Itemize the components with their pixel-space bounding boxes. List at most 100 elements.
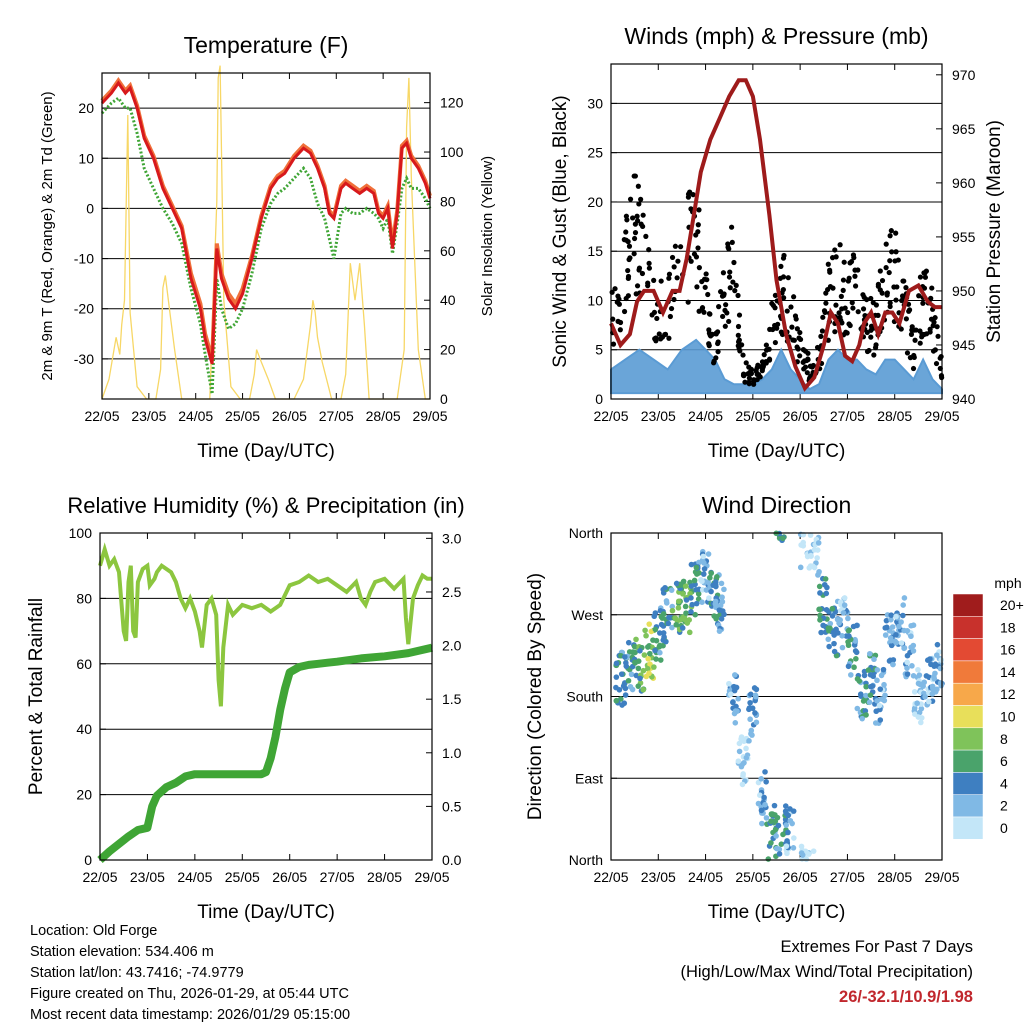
gust-point [840,277,847,283]
gust-point [780,274,787,280]
direction-point [900,602,906,608]
direction-point [867,672,874,678]
direction-point [613,697,620,704]
gust-point [638,196,644,202]
y2-tick-label: 955 [952,229,976,245]
gust-point [836,310,842,316]
direction-point [911,705,918,712]
colorbar-label: 8 [1000,731,1008,747]
direction-point [753,719,760,726]
gust-point [646,265,653,271]
direction-point [643,632,649,639]
direction-point [872,720,879,726]
gust-point [696,265,702,271]
gust-point [713,355,719,361]
direction-point [908,633,914,640]
gust-point [843,329,849,335]
gust-point [845,309,851,316]
direction-point [747,716,753,723]
direction-point [904,659,910,666]
direction-point [757,792,763,798]
gust-point [868,334,874,340]
gust-point [917,328,923,334]
direction-point [680,578,687,585]
y2-tick-label: 950 [952,283,976,299]
direction-point [938,657,945,663]
direction-point [773,845,780,852]
direction-point [759,820,765,827]
direction-point [622,692,629,698]
colorbar-units: mph [994,575,1021,591]
gust-point [635,183,641,189]
gust-point [729,239,735,246]
series-sonic-wind [610,338,943,395]
gust-point [616,301,622,307]
direction-point [752,693,759,700]
direction-point [865,667,872,673]
colorbar-swatch [952,727,984,751]
direction-point [673,580,680,587]
x-tick-label: 23/05 [641,408,676,424]
direction-point [695,591,702,597]
x-tick-label: 26/05 [783,408,818,424]
direction-point [871,656,877,663]
direction-point [780,831,786,838]
colorbar-swatch [952,705,984,729]
direction-point [790,845,797,851]
direction-point [688,561,695,568]
gust-point [727,269,733,275]
y-axis-label: Direction (Colored By Speed) [525,573,546,820]
gust-point [726,318,732,325]
direction-point [631,643,638,650]
chart-title: Relative Humidity (%) & Precipitation (i… [67,493,464,518]
figure-created: Figure created on Thu, 2026-01-29, at 05… [30,986,349,1002]
colorbar-swatch [952,660,984,684]
gust-point [877,268,883,274]
gust-point [928,295,934,301]
direction-point [692,611,699,618]
y2-tick-label: 0.5 [442,798,462,814]
series-wind-direction [613,530,945,863]
direction-point [814,547,821,553]
colorbar-swatch [952,794,984,818]
direction-point [845,642,852,649]
direction-point [768,818,774,825]
direction-point [921,679,928,686]
direction-point [868,683,874,690]
gust-point [643,233,649,239]
direction-point [746,706,752,713]
direction-point [660,637,667,643]
direction-point [783,843,790,849]
y2-tick-label: 940 [952,391,976,407]
gust-point [797,336,804,343]
direction-point [696,570,702,576]
gust-point [716,304,722,310]
x-tick-label: 23/05 [130,869,165,885]
x-tick-label: 22/05 [84,408,119,424]
x-tick-label: 24/05 [177,869,212,885]
direction-point [718,615,725,622]
gust-point [887,233,893,239]
direction-point [783,822,790,828]
gust-point [704,277,710,283]
gust-point [656,331,662,337]
direction-point [867,692,874,698]
y-tick-label: 0 [86,200,94,216]
y2-tick-label: 1.5 [442,691,462,707]
gust-point [840,287,846,293]
direction-point [644,665,651,672]
gust-point [693,254,700,260]
direction-point [716,607,723,613]
direction-point [632,659,638,666]
station-latlon: Station lat/lon: 43.7416; -74.9779 [30,965,244,981]
direction-point [816,583,823,590]
direction-point [815,540,822,546]
gust-point [658,278,664,284]
gust-point [846,275,852,281]
gust-point [923,331,930,337]
gust-point [703,271,709,277]
y2-tick-label: 60 [440,243,456,259]
x-tick-label: 25/05 [735,869,770,885]
gust-point [775,321,781,327]
y2-tick-label: 0 [440,391,448,407]
